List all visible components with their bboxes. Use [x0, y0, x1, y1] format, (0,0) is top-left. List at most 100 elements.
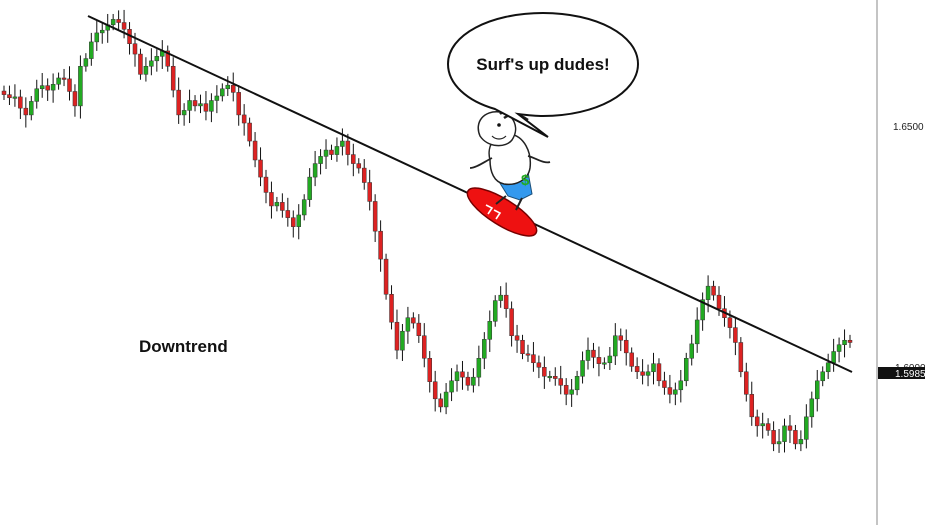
surfer-arms: [469, 155, 551, 169]
candle-bearish: [361, 167, 367, 183]
candle-bullish: [580, 360, 585, 377]
candle-bearish: [787, 425, 793, 431]
price-axis: 1.6500 1.6000 1.5985: [876, 0, 925, 525]
candle-bullish: [782, 425, 787, 442]
candle-bullish: [694, 319, 700, 345]
candle-bullish: [449, 380, 454, 393]
candle-bullish: [56, 77, 61, 85]
candle-bearish: [351, 154, 356, 164]
candle-bullish: [574, 376, 580, 391]
candle-bearish: [438, 398, 443, 408]
candle-bearish: [18, 96, 23, 109]
candle-bearish: [553, 376, 558, 379]
candle-bullish: [340, 140, 345, 147]
candle-bullish: [318, 156, 323, 164]
candle-bullish: [831, 351, 836, 364]
candle-bullish: [798, 439, 804, 445]
candle-bullish: [547, 376, 553, 379]
candle-bullish: [585, 349, 591, 361]
candle-bullish: [804, 416, 809, 440]
candle-bearish: [263, 176, 269, 193]
candle-bearish: [170, 65, 176, 91]
surfer-illustration: $: [466, 107, 551, 237]
candle-bearish: [733, 327, 738, 343]
candle-bearish: [640, 371, 645, 376]
candle-bearish: [793, 430, 798, 445]
candle-bullish: [34, 88, 39, 102]
candle-bearish: [744, 371, 749, 395]
candle-bearish: [711, 285, 716, 296]
candle-bearish: [23, 107, 29, 116]
candle-bullish: [323, 149, 329, 157]
candle-bullish: [645, 371, 651, 376]
candle-bearish: [329, 149, 334, 155]
candle-bullish: [154, 56, 160, 62]
candle-bearish: [72, 91, 78, 107]
candle-bearish: [67, 78, 72, 92]
candle-bullish: [836, 344, 842, 352]
surfboard: [466, 187, 538, 237]
candle-bearish: [372, 201, 378, 232]
candle-bearish: [192, 100, 198, 107]
candle-bearish: [460, 371, 465, 378]
candle-bullish: [220, 88, 225, 97]
candle-bullish: [50, 84, 56, 91]
candle-bearish: [291, 217, 296, 227]
candle-bearish: [738, 342, 744, 373]
candle-bearish: [269, 192, 274, 207]
candle-bearish: [422, 335, 427, 359]
candle-bearish: [411, 317, 416, 324]
candle-bullish: [673, 389, 678, 395]
candle-bearish: [536, 362, 542, 368]
candle-bearish: [252, 140, 258, 161]
candle-bearish: [847, 339, 853, 343]
candle-bullish: [471, 376, 476, 386]
candle-bullish: [225, 84, 231, 90]
candle-bullish: [613, 335, 618, 357]
surfer-head: [477, 111, 517, 147]
candle-bullish: [400, 330, 405, 351]
candle-bearish: [116, 19, 121, 23]
candle-bullish: [820, 371, 825, 382]
candle-bearish: [656, 363, 662, 382]
candle-bullish: [143, 65, 149, 75]
candle-bullish: [29, 101, 34, 116]
surfer-legs: [495, 195, 523, 211]
candle-bearish: [378, 230, 383, 260]
candle-bearish: [509, 308, 514, 336]
candle-bearish: [1, 90, 7, 95]
candle-bullish: [487, 321, 493, 340]
candle-bearish: [514, 335, 520, 341]
candle-bearish: [383, 258, 389, 295]
candles-layer: [1, 9, 853, 453]
candle-bullish: [334, 146, 340, 155]
candle-bearish: [45, 85, 50, 91]
candle-bullish: [307, 176, 312, 200]
candle-bullish: [94, 32, 100, 43]
candle-bearish: [165, 50, 170, 67]
candle-bullish: [776, 441, 782, 445]
candle-bullish: [39, 85, 45, 90]
candle-bullish: [689, 343, 694, 359]
candle-bearish: [61, 77, 67, 80]
candle-bullish: [187, 100, 192, 111]
candle-bearish: [525, 353, 531, 356]
candle-bearish: [558, 378, 563, 386]
candle-bearish: [121, 22, 127, 30]
candle-bullish: [678, 380, 684, 391]
candle-bullish: [476, 358, 482, 378]
candle-bullish: [83, 58, 89, 67]
candle-bullish: [498, 294, 503, 301]
candle-bullish: [198, 103, 203, 107]
candle-bullish: [274, 202, 280, 207]
candle-bearish: [765, 423, 771, 431]
candle-bullish: [684, 358, 689, 382]
speech-bubble: Surf's up dudes!: [446, 11, 640, 138]
candle-bearish: [416, 322, 422, 336]
candle-bullish: [405, 317, 411, 332]
axis-tick-label: 1.6500: [893, 122, 924, 133]
candle-bearish: [667, 387, 673, 395]
candle-bearish: [345, 140, 351, 155]
candle-bullish: [181, 110, 187, 116]
candle-bullish: [443, 391, 449, 408]
